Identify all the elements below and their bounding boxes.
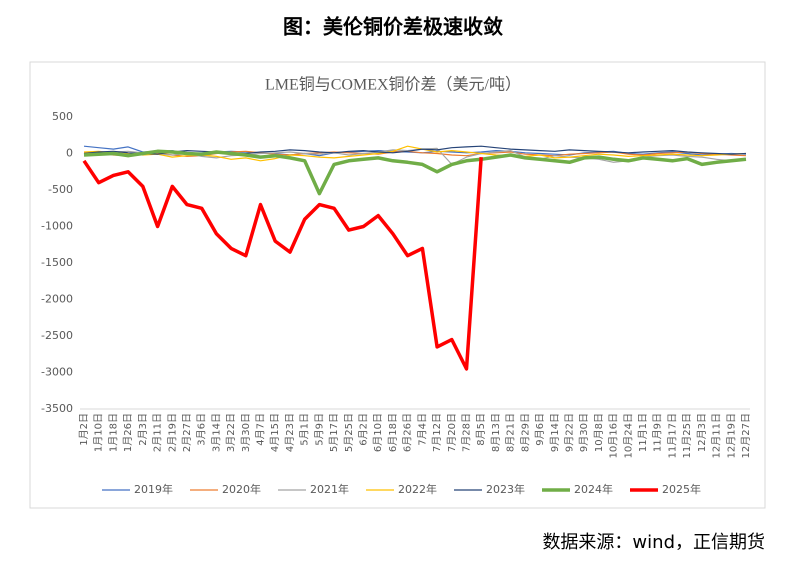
x-tick-label: 6月18日 <box>387 413 399 452</box>
legend-label: 2025年 <box>662 482 701 496</box>
series-line <box>83 149 747 196</box>
x-tick-label: 2月11日 <box>152 413 164 452</box>
x-tick-label: 2月19日 <box>166 413 178 452</box>
header: 图：美伦铜价差极速收敛 <box>283 15 503 39</box>
x-tick-label: 2月3日 <box>137 413 149 446</box>
series-line <box>82 156 483 371</box>
x-tick-label: 8月13日 <box>490 413 502 452</box>
x-tick-label: 9月6日 <box>534 413 546 446</box>
chart-frame <box>29 61 766 509</box>
x-tick-label: 7月4日 <box>416 413 428 446</box>
series-line <box>83 145 747 155</box>
y-tick-label: -2500 <box>41 329 73 342</box>
x-tick-label: 9月14日 <box>549 413 561 452</box>
x-tick-label: 12月19日 <box>725 413 737 458</box>
x-tick-label: 9月30日 <box>578 413 590 452</box>
x-tick-label: 11月9日 <box>652 413 664 452</box>
y-tick-label: 500 <box>52 110 73 123</box>
x-tick-label: 12月11日 <box>711 413 723 458</box>
y-tick-label: 0 <box>66 147 73 160</box>
x-tick-label: 6月26日 <box>402 413 414 452</box>
y-tick-label: -500 <box>48 183 73 196</box>
x-tick-label: 5月17日 <box>328 413 340 452</box>
y-tick-label: -1500 <box>41 256 73 269</box>
y-tick-label: -1000 <box>41 220 73 233</box>
x-tick-label: 7月12日 <box>431 413 443 452</box>
legend-label: 2022年 <box>398 482 437 496</box>
x-tick-label: 1月10日 <box>93 413 105 452</box>
x-tick-label: 4月23日 <box>284 413 296 452</box>
y-tick-label: -3000 <box>41 366 73 379</box>
y-tick-label: -3500 <box>41 402 73 415</box>
legend-label: 2021年 <box>310 482 349 496</box>
chart-title: LME铜与COMEX铜价差（美元/吨） <box>265 76 521 94</box>
x-tick-label: 1月2日 <box>78 413 90 446</box>
x-tick-label: 5月9日 <box>313 413 325 446</box>
x-tick-label: 3月22日 <box>225 413 237 452</box>
x-tick-label: 10月8日 <box>593 413 605 452</box>
x-tick-label: 12月3日 <box>696 413 708 452</box>
x-tick-label: 3月6日 <box>196 413 208 446</box>
x-tick-label: 8月21日 <box>505 413 517 452</box>
legend-label: 2023年 <box>486 482 525 496</box>
x-tick-label: 11月17日 <box>666 413 678 458</box>
x-tick-label: 9月22日 <box>563 413 575 452</box>
legend-label: 2024年 <box>574 482 613 496</box>
x-tick-label: 11月25日 <box>681 413 693 458</box>
x-tick-label: 11月1日 <box>637 413 649 452</box>
x-tick-label: 1月26日 <box>122 413 134 452</box>
x-tick-label: 12月27日 <box>740 413 752 458</box>
x-tick-label: 6月10日 <box>372 413 384 452</box>
x-tick-label: 8月5日 <box>475 413 487 446</box>
x-tick-label: 8月29日 <box>519 413 531 452</box>
x-tick-label: 2月27日 <box>181 413 193 452</box>
x-tick-label: 4月15日 <box>269 413 281 452</box>
legend-label: 2019年 <box>134 482 173 496</box>
x-tick-label: 3月30日 <box>240 413 252 452</box>
y-tick-label: -2000 <box>41 293 73 306</box>
x-tick-label: 10月24日 <box>622 413 634 458</box>
x-tick-label: 6月2日 <box>358 413 370 446</box>
x-tick-label: 7月20日 <box>446 413 458 452</box>
x-tick-label: 3月14日 <box>210 413 222 452</box>
source: 数据来源：wind，正信期货 <box>542 532 765 553</box>
x-tick-label: 10月16日 <box>608 413 620 458</box>
x-tick-label: 1月18日 <box>107 413 119 452</box>
series-line <box>83 150 747 157</box>
x-tick-label: 5月1日 <box>299 413 311 446</box>
x-tick-label: 4月7日 <box>255 413 267 446</box>
x-tick-label: 5月25日 <box>343 413 355 452</box>
x-tick-label: 7月28日 <box>460 413 472 452</box>
legend-label: 2020年 <box>222 482 261 496</box>
